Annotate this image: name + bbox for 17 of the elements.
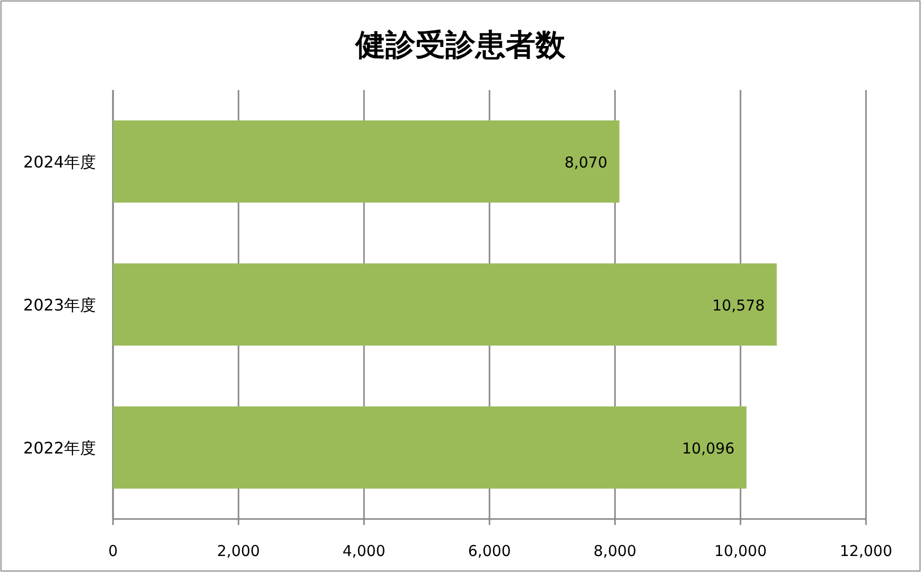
data-label: 8,070 (564, 154, 608, 172)
y-tick-label: 2024年度 (23, 152, 96, 172)
x-tick-label: 0 (108, 542, 118, 560)
data-label: 10,096 (682, 440, 735, 458)
bar (113, 263, 777, 346)
bar (113, 120, 620, 203)
y-tick-label: 2022年度 (23, 438, 96, 458)
x-tick-label: 6,000 (468, 542, 511, 560)
x-tick-label: 10,000 (714, 542, 767, 560)
x-tick-label: 2,000 (217, 542, 260, 560)
x-tick-label: 12,000 (840, 542, 892, 560)
x-tick-label: 4,000 (342, 542, 386, 560)
chart-title: 健診受診患者数 (354, 28, 566, 63)
data-label: 10,578 (712, 296, 765, 314)
bar (113, 406, 747, 489)
y-tick-label: 2023年度 (23, 296, 96, 314)
x-tick-label: 8,000 (594, 542, 636, 560)
